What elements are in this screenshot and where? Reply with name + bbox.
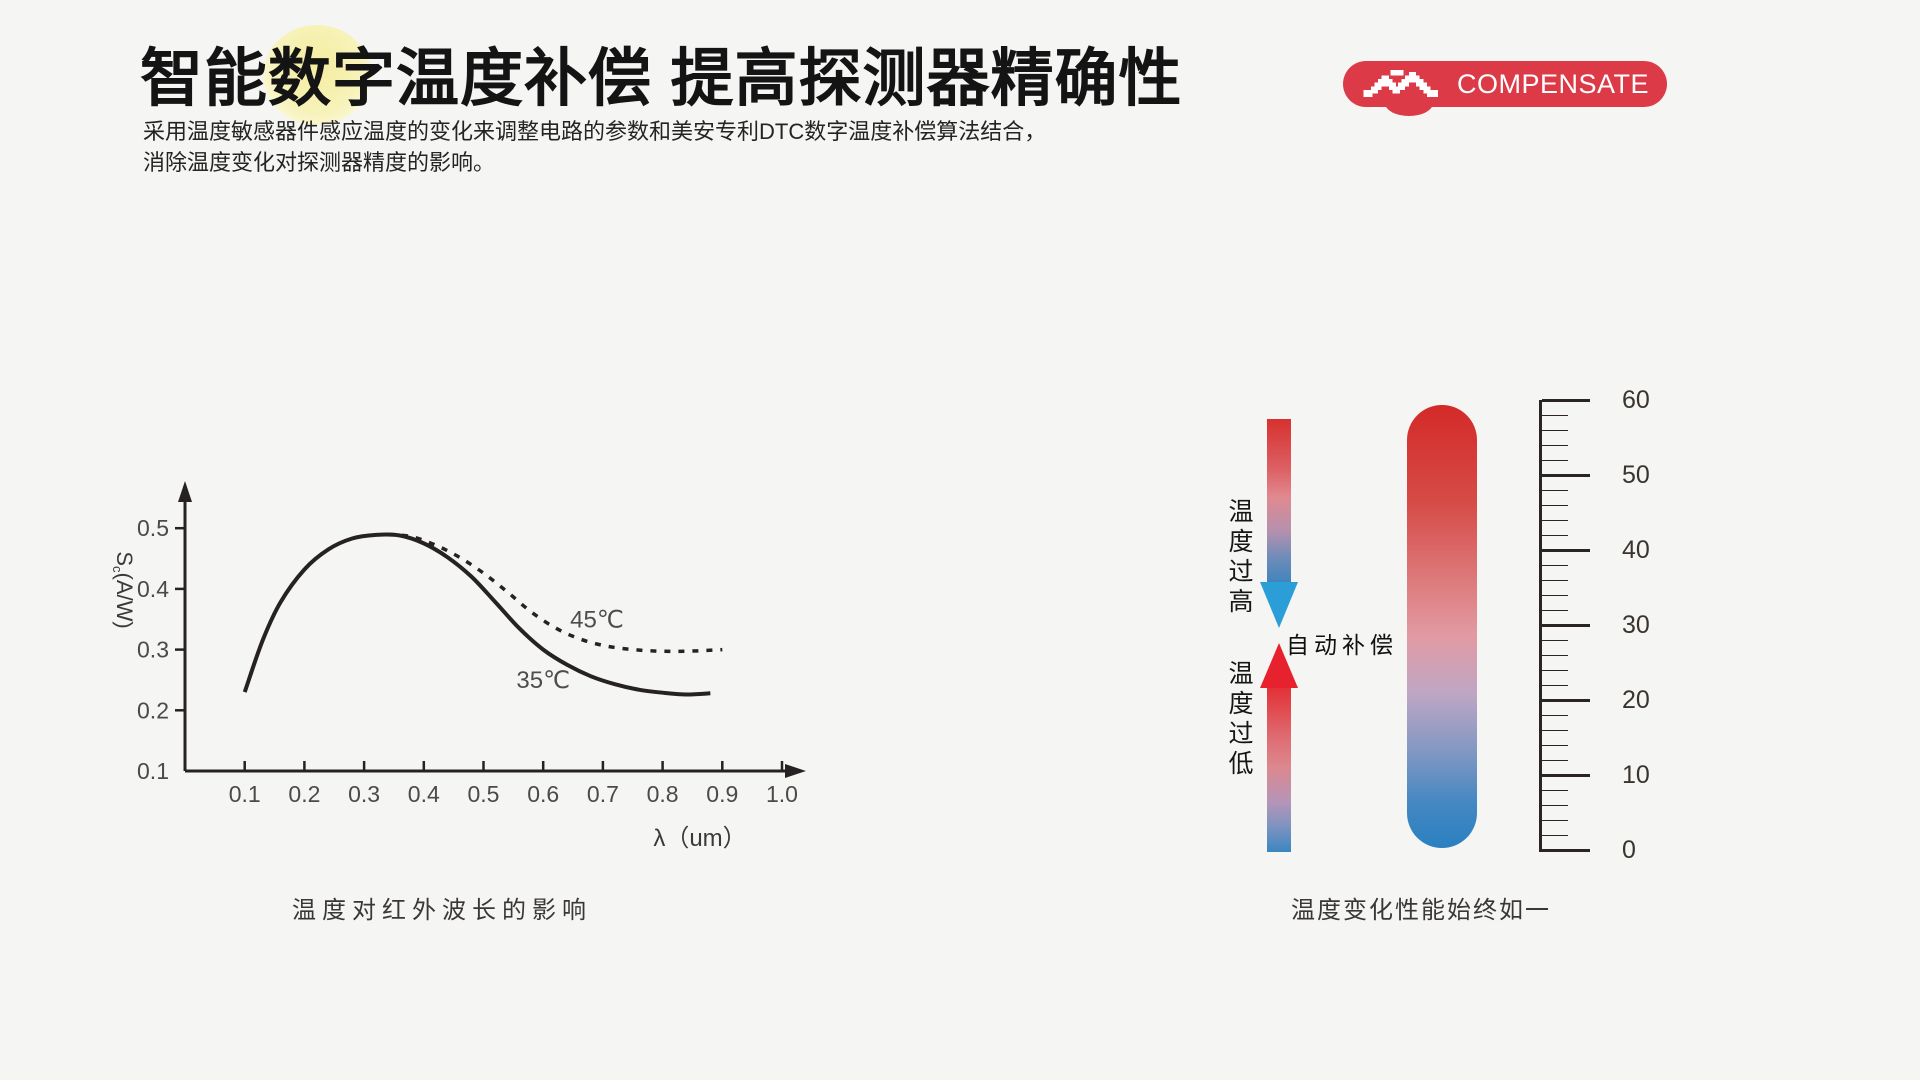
chart-caption: 温度对红外波长的影响	[292, 898, 592, 924]
ruler-label: 40	[1622, 536, 1650, 564]
ruler-minor-tick	[1542, 594, 1568, 596]
ruler-label: 0	[1622, 836, 1636, 864]
ruler-minor-tick	[1542, 534, 1568, 536]
subtitle-line-2: 消除温度变化对探测器精度的影响。	[143, 150, 496, 175]
ruler-minor-tick	[1542, 669, 1568, 671]
ruler-major-tick	[1542, 474, 1590, 477]
ruler-minor-tick	[1542, 834, 1568, 836]
chart-canvas: 0.1 0.2 0.3 0.4 0.5 0.6 0.7 0.8 0.9 1.0 0.1 0.2 0.3 0…	[110, 481, 806, 852]
ruler-minor-tick	[1542, 744, 1568, 746]
subtitle-line-1: 采用温度敏感器件感应温度的变化来调整电路的参数和美安专利DTC数字温度补偿算法结…	[143, 119, 1047, 144]
page-title: 智能数字温度补偿 提高探测器精确性	[140, 25, 1183, 125]
svg-text:0.6: 0.6	[527, 781, 559, 807]
svg-text:0.8: 0.8	[647, 781, 679, 807]
svg-text:0.5: 0.5	[137, 515, 169, 541]
ruler-minor-tick	[1542, 519, 1568, 521]
ruler-label: 50	[1622, 461, 1650, 489]
ruler-minor-tick	[1542, 579, 1568, 581]
svg-text:0.9: 0.9	[706, 781, 738, 807]
svg-text:0.5: 0.5	[468, 781, 500, 807]
ruler-minor-tick	[1542, 819, 1568, 821]
ruler-label: 10	[1622, 761, 1650, 789]
title-highlight: 数字	[263, 25, 396, 125]
svg-text:1.0: 1.0	[766, 781, 798, 807]
ruler-minor-tick	[1542, 429, 1568, 431]
label-temp-low: 温度过低	[1225, 660, 1253, 780]
label-auto-compensate: 自动补偿	[1286, 632, 1398, 658]
title-part-pre: 智能	[140, 44, 268, 114]
svg-text:0.7: 0.7	[587, 781, 619, 807]
ruler-minor-tick	[1542, 714, 1568, 716]
ruler-major-tick	[1542, 699, 1590, 702]
ruler-major-tick	[1542, 399, 1590, 402]
ruler-major-tick	[1542, 849, 1590, 852]
svg-text:45℃: 45℃	[570, 606, 624, 633]
ruler-minor-tick	[1542, 609, 1568, 611]
ruler-major-tick	[1542, 549, 1590, 552]
pixel-wave-icon	[1363, 69, 1438, 97]
svg-text:0.3: 0.3	[348, 781, 380, 807]
svg-text:λ（um）: λ（um）	[653, 825, 746, 852]
ruler-minor-tick	[1542, 639, 1568, 641]
thermometer-ruler: 60 50 40 30 20 10 0	[1539, 386, 1662, 864]
ruler-label: 30	[1622, 611, 1650, 639]
svg-text:0.2: 0.2	[288, 781, 320, 807]
svg-text:Sc(A/W): Sc(A/W)	[110, 551, 137, 628]
thermometer-capsule	[1407, 405, 1477, 848]
ruler-minor-tick	[1542, 654, 1568, 656]
ruler-minor-tick	[1542, 459, 1568, 461]
ruler-minor-tick	[1542, 759, 1568, 761]
wavelength-chart: 0.1 0.2 0.3 0.4 0.5 0.6 0.7 0.8 0.9 1.0 0.1 0.2 0.3 0…	[85, 468, 845, 938]
subtitle: 采用温度敏感器件感应温度的变化来调整电路的参数和美安专利DTC数字温度补偿算法结…	[143, 116, 1046, 178]
svg-text:0.3: 0.3	[137, 637, 169, 663]
gradient-bar-low	[1267, 688, 1291, 852]
ruler-minor-tick	[1542, 789, 1568, 791]
svg-text:0.4: 0.4	[137, 576, 169, 602]
ruler-minor-tick	[1542, 414, 1568, 416]
ruler-minor-tick	[1542, 804, 1568, 806]
svg-text:0.1: 0.1	[137, 758, 169, 784]
ruler-label: 20	[1622, 686, 1650, 714]
ruler-minor-tick	[1542, 444, 1568, 446]
ruler-label: 60	[1622, 386, 1650, 414]
gradient-bar-high	[1267, 419, 1291, 583]
label-temp-high: 温度过高	[1225, 498, 1253, 618]
thermometer-caption: 温度变化性能始终如一	[1291, 898, 1551, 924]
ruler-minor-tick	[1542, 504, 1568, 506]
arrow-down-icon	[1260, 582, 1298, 628]
badge-label: COMPENSATE	[1457, 68, 1650, 99]
compensate-badge: COMPENSATE	[1343, 61, 1667, 116]
ruler-major-tick	[1542, 774, 1590, 777]
svg-text:0.1: 0.1	[229, 781, 261, 807]
svg-text:35℃: 35℃	[516, 667, 570, 694]
ruler-major-tick	[1542, 624, 1590, 627]
title-part-post: 温度补偿 提高探测器精确性	[396, 44, 1183, 114]
svg-text:0.2: 0.2	[137, 697, 169, 723]
ruler-minor-tick	[1542, 489, 1568, 491]
ruler-minor-tick	[1542, 729, 1568, 731]
ruler-minor-tick	[1542, 684, 1568, 686]
ruler-minor-tick	[1542, 564, 1568, 566]
svg-text:0.4: 0.4	[408, 781, 440, 807]
